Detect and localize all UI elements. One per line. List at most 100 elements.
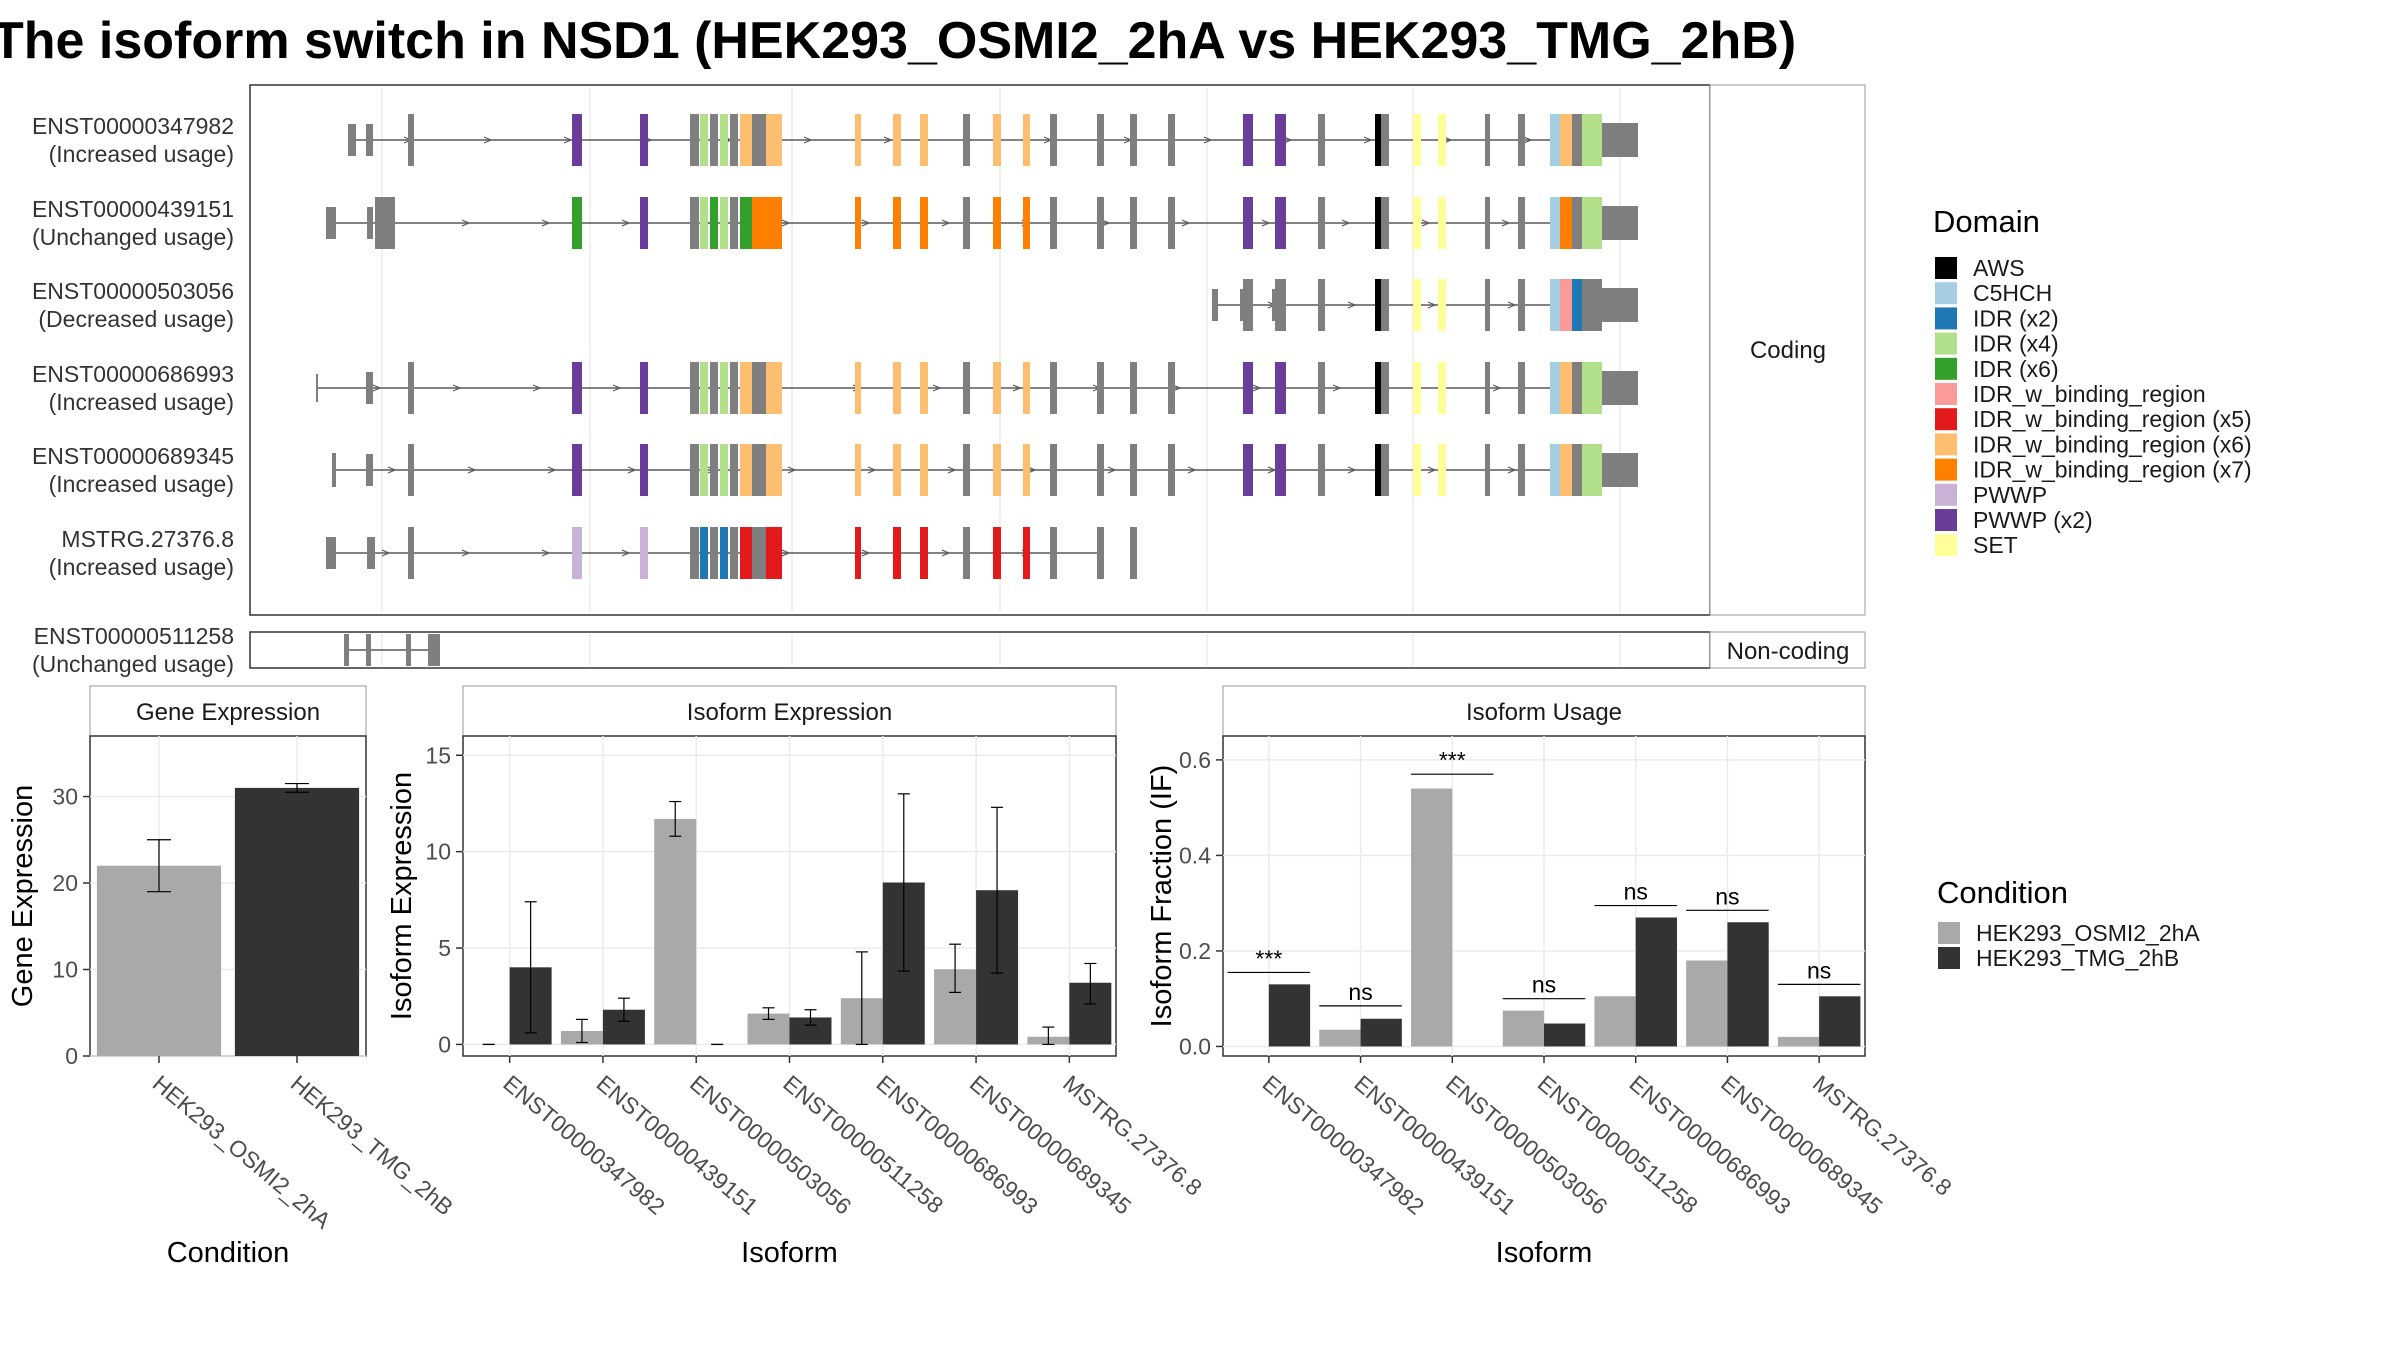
utr-exon: [1602, 453, 1638, 487]
exon-domain: [1550, 114, 1560, 166]
exon-domain: [572, 362, 582, 414]
exon-domain: [752, 527, 766, 579]
direction-arrow: [461, 549, 471, 557]
domain-legend-label: SET: [1973, 532, 2018, 558]
exon-domain: [1413, 114, 1421, 166]
exon-domain: [720, 362, 728, 414]
y-tick-label: 0.2: [1179, 938, 1211, 964]
y-tick-label: 0.4: [1179, 842, 1211, 868]
direction-arrow: [867, 466, 877, 474]
direction-arrow: [1427, 466, 1437, 474]
exon-domain: [1243, 197, 1253, 249]
direction-arrow: [483, 136, 493, 144]
exon-domain: [572, 527, 582, 579]
utr-exon: [348, 124, 356, 156]
exon-domain: [1023, 114, 1030, 166]
exon-domain: [1413, 197, 1421, 249]
exon-domain: [1518, 197, 1525, 249]
exon-domain: [1592, 197, 1602, 249]
direction-arrow: [621, 549, 631, 557]
bar: [1635, 917, 1677, 1047]
exon-domain: [1560, 279, 1572, 331]
direction-arrow: [372, 384, 382, 392]
significance-label: ns: [1348, 979, 1372, 1005]
exon-domain: [700, 114, 708, 166]
direction-arrow: [932, 384, 942, 392]
exon-domain: [730, 114, 738, 166]
exon-domain: [730, 362, 738, 414]
exon-domain: [1275, 444, 1286, 496]
utr-exon: [1602, 206, 1638, 240]
bar: [1319, 1029, 1361, 1047]
exon-domain: [690, 444, 699, 496]
exon-domain: [1582, 279, 1592, 331]
direction-arrow: [547, 466, 557, 474]
domain-legend-swatch: [1935, 433, 1957, 456]
bar: [234, 787, 360, 1056]
direction-arrow: [941, 549, 951, 557]
y-axis-title: Gene Expression: [7, 785, 39, 1007]
domain-legend-swatch: [1935, 458, 1957, 481]
domain-legend-title: Domain: [1933, 204, 2040, 239]
bar: [1411, 788, 1453, 1047]
exon-domain: [640, 197, 648, 249]
exon-domain: [1375, 279, 1381, 331]
noncoding-exon: [428, 634, 440, 666]
direction-arrow: [1501, 219, 1511, 227]
exon-domain: [893, 444, 901, 496]
direction-arrow: [941, 219, 951, 227]
direction-arrow: [1203, 136, 1213, 144]
transcript-usage-label: (Unchanged usage): [32, 651, 234, 677]
exon-domain: [855, 444, 861, 496]
exon-domain: [1582, 362, 1592, 414]
exon-domain: [1023, 444, 1030, 496]
chart-title: Isoform Usage: [1466, 699, 1622, 726]
exon-domain: [740, 527, 752, 579]
y-tick-label: 10: [425, 839, 451, 865]
exon-domain: [1438, 114, 1446, 166]
transcript-row-ENST00000503056: ENST00000503056(Decreased usage): [32, 278, 1638, 332]
direction-arrow: [627, 466, 637, 474]
bar: [654, 818, 697, 1045]
transcript-id-label: ENST00000347982: [32, 113, 234, 139]
direction-arrow: [621, 219, 631, 227]
exon-domain: [1582, 114, 1592, 166]
domain-legend-label: IDR_w_binding_region (x6): [1973, 431, 2252, 457]
y-tick-label: 0.0: [1179, 1033, 1211, 1059]
exon-domain: [690, 197, 699, 249]
transcript-usage-label: (Increased usage): [49, 554, 234, 580]
exon-domain: [700, 197, 708, 249]
exon-domain: [1130, 197, 1137, 249]
domain-legend-swatch: [1935, 332, 1957, 355]
noncoding-strip-label: Non-coding: [1727, 638, 1850, 665]
direction-arrow: [1523, 136, 1533, 144]
exon-domain: [1438, 444, 1446, 496]
chart-strip: [1222, 685, 1866, 737]
exon-domain: [710, 527, 718, 579]
transcript-id-label: ENST00000503056: [32, 278, 234, 304]
exon-domain: [1318, 362, 1325, 414]
significance-label: ***: [1439, 747, 1466, 773]
noncoding-exon: [366, 634, 371, 666]
exon-domain: [720, 444, 728, 496]
exon-domain: [1050, 362, 1057, 414]
direction-arrow: [781, 219, 791, 227]
bar: [1544, 1023, 1586, 1047]
exon-domain: [766, 527, 782, 579]
transcript-row-ENST00000686993: ENST00000686993(Increased usage): [32, 361, 1638, 415]
exon-domain: [1572, 197, 1582, 249]
exon-domain: [1572, 362, 1582, 414]
exon-domain: [1050, 114, 1057, 166]
transcript-id-label: ENST00000511258: [34, 623, 234, 649]
direction-arrow: [1332, 384, 1342, 392]
transcript-usage-label: (Unchanged usage): [32, 224, 234, 250]
exon-domain: [690, 527, 699, 579]
exon-domain: [710, 362, 718, 414]
y-tick-label: 15: [425, 742, 451, 768]
exon: [375, 197, 395, 249]
direction-arrow: [1421, 219, 1431, 227]
transcript-structure-panel: CodingNon-codingENST00000347982(Increase…: [32, 84, 1866, 677]
exon-domain: [1168, 444, 1175, 496]
